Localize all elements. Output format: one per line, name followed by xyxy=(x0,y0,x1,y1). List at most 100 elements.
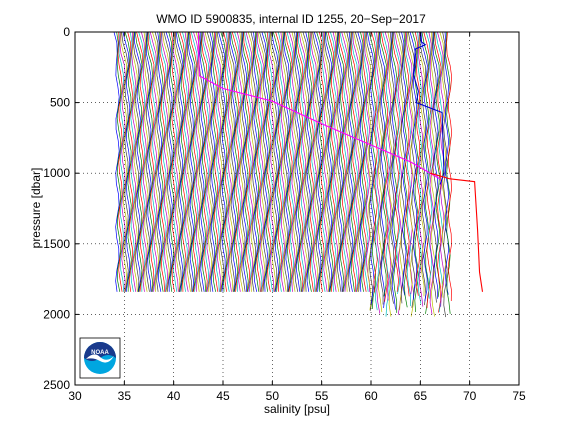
profile-line xyxy=(365,31,372,311)
profile-line xyxy=(341,31,349,292)
profile-line xyxy=(255,31,261,292)
profile-line xyxy=(163,31,172,292)
profile-line xyxy=(296,31,302,292)
profile-line xyxy=(124,31,132,292)
profile-line xyxy=(335,31,340,292)
profile-line xyxy=(216,31,225,292)
bird-icon xyxy=(86,354,114,363)
profile-line xyxy=(353,31,361,292)
y-tick-label: 0 xyxy=(63,25,70,39)
axis-ticks xyxy=(74,31,520,386)
profile-line xyxy=(144,31,150,292)
profile-line xyxy=(214,31,222,292)
x-tick-label: 70 xyxy=(463,389,477,403)
profile-line xyxy=(267,31,273,292)
y-tick-labels: 0 500 1000 1500 2000 2500 xyxy=(43,25,70,392)
x-tick-label: 75 xyxy=(512,389,526,403)
profile-line xyxy=(323,31,330,292)
profile-line xyxy=(324,31,331,292)
profile-line xyxy=(376,31,383,313)
y-tick-label: 1500 xyxy=(43,237,70,251)
profile-line xyxy=(179,31,187,292)
x-tick-label: 55 xyxy=(315,389,329,403)
profile-line xyxy=(228,31,235,292)
profile-line xyxy=(122,31,131,292)
profile-line xyxy=(327,31,336,292)
profile-line xyxy=(446,31,453,302)
profile-line xyxy=(432,31,439,299)
profile-line xyxy=(291,31,298,292)
profile-line xyxy=(119,31,126,292)
profile-line xyxy=(442,31,448,318)
profile-line xyxy=(445,31,451,314)
profile-line xyxy=(435,31,443,313)
profile-line xyxy=(160,31,167,292)
profile-line xyxy=(173,31,181,292)
profile-line xyxy=(364,31,371,292)
profile-line xyxy=(203,31,211,292)
y-axis-label: pressure [dbar] xyxy=(29,168,43,249)
profile-line xyxy=(133,31,140,292)
series-line-1 xyxy=(412,31,445,185)
profile-line xyxy=(220,31,228,292)
profile-line xyxy=(230,31,238,292)
profile-line xyxy=(187,31,194,292)
profile-line xyxy=(354,31,363,292)
profile-line xyxy=(390,31,396,310)
profile-line xyxy=(138,31,146,292)
profile-line xyxy=(392,31,399,292)
profile-line xyxy=(227,31,234,292)
profile-line xyxy=(225,31,231,292)
profile-line xyxy=(134,31,143,292)
profile-line xyxy=(277,31,284,292)
profile-line xyxy=(285,31,293,292)
profile-line xyxy=(146,31,153,292)
profile-line xyxy=(380,31,389,302)
profile-line xyxy=(389,31,395,304)
profile-line xyxy=(175,31,184,292)
y-tick-label: 2500 xyxy=(43,378,70,392)
axes-box xyxy=(74,31,520,386)
profile-line xyxy=(259,31,267,292)
profile-line xyxy=(189,31,197,292)
profile-line xyxy=(417,31,424,307)
x-tick-label: 40 xyxy=(167,389,181,403)
series-line-2 xyxy=(430,172,484,292)
profile-line xyxy=(351,31,358,292)
profile-line xyxy=(206,31,214,292)
profile-line xyxy=(201,31,208,292)
profile-line xyxy=(348,31,354,292)
profile-line xyxy=(350,31,357,292)
profile-line xyxy=(321,31,327,292)
profile-line xyxy=(404,31,410,297)
profile-line xyxy=(162,31,170,292)
profile-line xyxy=(403,31,409,308)
x-tick-label: 35 xyxy=(118,389,132,403)
profile-line xyxy=(182,31,188,292)
profile-line xyxy=(158,31,164,292)
chart-title: WMO ID 5900835, internal ID 1255, 20−Sep… xyxy=(156,12,426,26)
profile-line xyxy=(414,31,421,296)
y-tick-label: 500 xyxy=(50,96,70,110)
profile-line xyxy=(312,31,320,292)
profile-line xyxy=(257,31,266,292)
profile-line xyxy=(406,31,413,295)
profile-line xyxy=(271,31,279,292)
profile-line xyxy=(296,31,304,292)
y-tick-label: 1000 xyxy=(43,166,70,180)
x-tick-label: 45 xyxy=(216,389,230,403)
profile-line xyxy=(149,31,158,292)
profile-line xyxy=(393,31,401,294)
x-tick-label: 50 xyxy=(266,389,280,403)
profile-line xyxy=(294,31,299,292)
x-tick-label: 65 xyxy=(414,389,428,403)
profile-line xyxy=(286,31,295,292)
profile-line xyxy=(129,31,135,292)
y-tick-label: 2000 xyxy=(43,307,70,321)
profile-line xyxy=(185,31,191,292)
profile-line xyxy=(298,31,307,292)
profile-line xyxy=(283,31,290,292)
profile-line xyxy=(245,31,254,292)
profile-line xyxy=(250,31,257,292)
profile-line xyxy=(177,31,185,292)
